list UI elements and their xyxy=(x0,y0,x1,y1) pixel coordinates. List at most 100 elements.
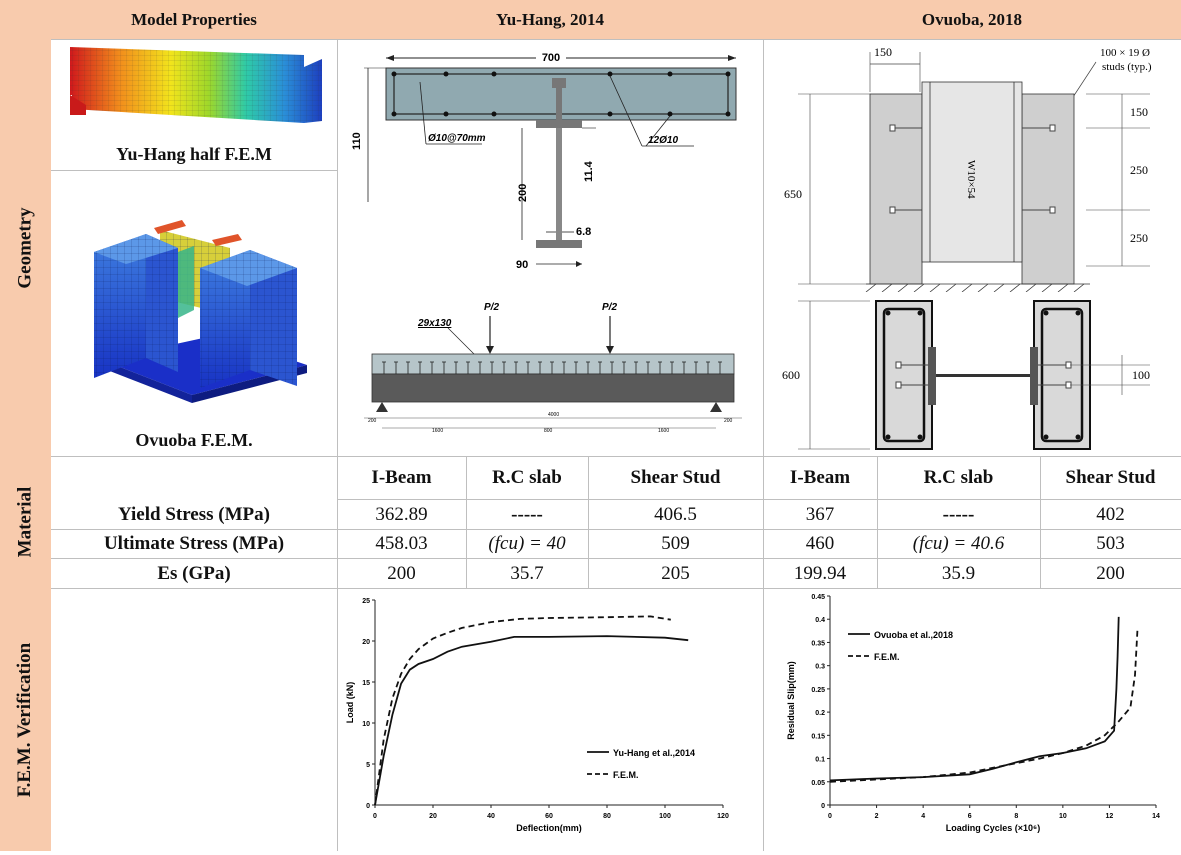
x-tick-label: 40 xyxy=(487,813,495,820)
table-cell: 458.03 xyxy=(375,533,428,554)
yuhang-fem-image xyxy=(66,45,324,130)
load-left-label: P/2 xyxy=(484,302,499,313)
dim-flange-11-4: 11.4 xyxy=(583,160,595,182)
legend-label: Yu-Hang et al.,2014 xyxy=(613,748,695,758)
dim-bot-left: 1600 xyxy=(432,428,443,434)
dim-web-6-8: 6.8 xyxy=(576,226,591,238)
side-label-material: Material xyxy=(0,456,51,588)
y-tick-label: 0 xyxy=(366,803,370,810)
table-cell: 509 xyxy=(661,533,690,554)
y-tick-label: 0 xyxy=(821,803,825,810)
corner-cell xyxy=(0,0,51,39)
ovuoba-stud-note-1: 100 × 19 Ø xyxy=(1100,47,1150,59)
y-axis-label: Load (kN) xyxy=(345,682,355,724)
rebar-right-label: 12Ø10 xyxy=(648,135,678,146)
table-cell: 35.9 xyxy=(941,562,976,584)
table-cell: 406.5 xyxy=(654,503,697,525)
ovuoba-plan: 600 100 xyxy=(770,295,1178,455)
ovuoba-elevation: 150 100 × 19 Ø studs (typ.) W10×54 150 2… xyxy=(770,42,1178,293)
x-tick-label: 6 xyxy=(968,813,972,820)
ovuoba-height-600: 600 xyxy=(782,368,800,382)
dim-top-left: 200 xyxy=(368,418,377,424)
ovuoba-spacing-100: 100 xyxy=(1132,368,1150,382)
table-cell: 35.7 xyxy=(510,562,544,584)
x-tick-label: 12 xyxy=(1106,813,1114,820)
yuhang-elevation: 29x130 P/2 P/2 200 4000 200 1600 800 160… xyxy=(358,298,748,438)
chart-ovuoba: 0 2 4 6 8 10 12 14 0 0.05 0.1 0.15 0.2 0.25 0.3 0.35 0.4… xyxy=(768,592,1178,850)
table-cell: ----- xyxy=(511,503,543,525)
ovuoba-stud-note-2: studs (typ.) xyxy=(1102,61,1152,73)
chart-yuhang-svg: 0 20 40 60 80 100 120 0 5 10 15 20 25 Deflection(mm) L… xyxy=(345,598,729,833)
table-cell: 199.94 xyxy=(793,562,847,584)
header-model-properties: Model Properties xyxy=(51,0,337,39)
table-cell: 200 xyxy=(1096,562,1125,584)
dim-top-mid: 4000 xyxy=(548,412,559,418)
table-cell: 402 xyxy=(1096,503,1125,525)
y-tick-label: 0.2 xyxy=(815,710,825,717)
legend-label: F.E.M. xyxy=(613,770,639,780)
col-header-stud-1: Shear Stud xyxy=(630,467,721,488)
ovuoba-spacing-250a: 250 xyxy=(1130,163,1148,177)
x-tick-label: 10 xyxy=(1059,813,1067,820)
table-cell: 460 xyxy=(805,533,835,554)
y-axis-label: Residual Slip(mm) xyxy=(786,661,796,740)
y-tick-label: 0.15 xyxy=(811,733,825,740)
x-tick-label: 20 xyxy=(429,813,437,820)
header-ovuoba: Ovuoba, 2018 xyxy=(763,0,1181,39)
chart-yuhang: 0 20 40 60 80 100 120 0 5 10 15 20 25 Deflection(mm) L… xyxy=(345,592,755,850)
y-tick-label: 10 xyxy=(362,721,370,728)
x-tick-label: 14 xyxy=(1152,813,1160,820)
rebar-left-label: Ø10@70mm xyxy=(428,133,486,144)
table-cell: ----- xyxy=(942,503,975,525)
dim-width-700: 700 xyxy=(542,52,560,64)
ovuoba-spacing-250b: 250 xyxy=(1130,231,1148,245)
header-yu-hang: Yu-Hang, 2014 xyxy=(337,0,763,39)
dim-bot-right: 1600 xyxy=(658,428,669,434)
y-tick-label: 0.1 xyxy=(815,757,825,764)
series-line-1 xyxy=(829,630,1139,783)
dim-bot-mid: 800 xyxy=(544,428,553,434)
row-label-yield: Yield Stress (MPa) xyxy=(118,503,270,525)
x-tick-label: 0 xyxy=(373,813,377,820)
table-cell: 362.89 xyxy=(375,503,428,525)
table-cell: 367 xyxy=(805,503,835,525)
legend-label: F.E.M. xyxy=(874,652,900,662)
table-cell: 503 xyxy=(1096,533,1125,554)
x-tick-label: 4 xyxy=(921,813,925,820)
row-label-ultimate: Ultimate Stress (MPa) xyxy=(103,533,285,554)
col-header-ibeam-1: I-Beam xyxy=(371,467,432,488)
chart-ovuoba-svg: 0 2 4 6 8 10 12 14 0 0.05 0.1 0.15 0.2 0.25 0.3 0.35 0.4… xyxy=(786,594,1160,833)
side-label-verification: F.E.M. Verification xyxy=(0,588,51,851)
dim-web-200: 200 xyxy=(517,184,529,202)
x-tick-label: 2 xyxy=(875,813,879,820)
yuhang-fem-caption: Yu-Hang half F.E.M xyxy=(116,143,272,164)
y-tick-label: 15 xyxy=(362,680,370,687)
dim-flange-90: 90 xyxy=(516,259,528,271)
col-header-ibeam-2: I-Beam xyxy=(789,467,851,488)
table-cell: 200 xyxy=(387,562,416,584)
col-header-rcslab-1: R.C slab xyxy=(492,467,562,488)
ovuoba-fem-image xyxy=(82,190,312,405)
y-tick-label: 20 xyxy=(362,639,370,646)
y-tick-label: 0.35 xyxy=(811,640,825,647)
row-label-es: Es (GPa) xyxy=(157,562,231,584)
y-tick-label: 0.45 xyxy=(811,594,825,601)
x-tick-label: 120 xyxy=(717,813,729,820)
table-cell: 205 xyxy=(661,562,690,584)
ovuoba-height-650: 650 xyxy=(784,187,802,201)
y-tick-label: 25 xyxy=(362,598,370,605)
yuhang-cross-section: 700 110 Ø10@70mm 12Ø10 200 11.4 xyxy=(350,42,750,272)
y-tick-label: 0.25 xyxy=(811,687,825,694)
x-axis-label: Loading Cycles (×10⁶) xyxy=(946,823,1040,833)
ovuoba-dim-150: 150 xyxy=(874,45,892,59)
load-right-label: P/2 xyxy=(602,302,617,313)
ovuoba-fem-caption: Ovuoba F.E.M. xyxy=(135,429,253,450)
y-tick-label: 5 xyxy=(366,762,370,769)
ovuoba-beam-label: W10×54 xyxy=(965,160,977,199)
col-header-stud-2: Shear Stud xyxy=(1065,467,1156,488)
y-tick-label: 0.05 xyxy=(811,780,825,787)
x-tick-label: 8 xyxy=(1014,813,1018,820)
studs-label: 29x130 xyxy=(417,318,452,329)
x-tick-label: 100 xyxy=(659,813,671,820)
series-line-0 xyxy=(829,616,1120,782)
